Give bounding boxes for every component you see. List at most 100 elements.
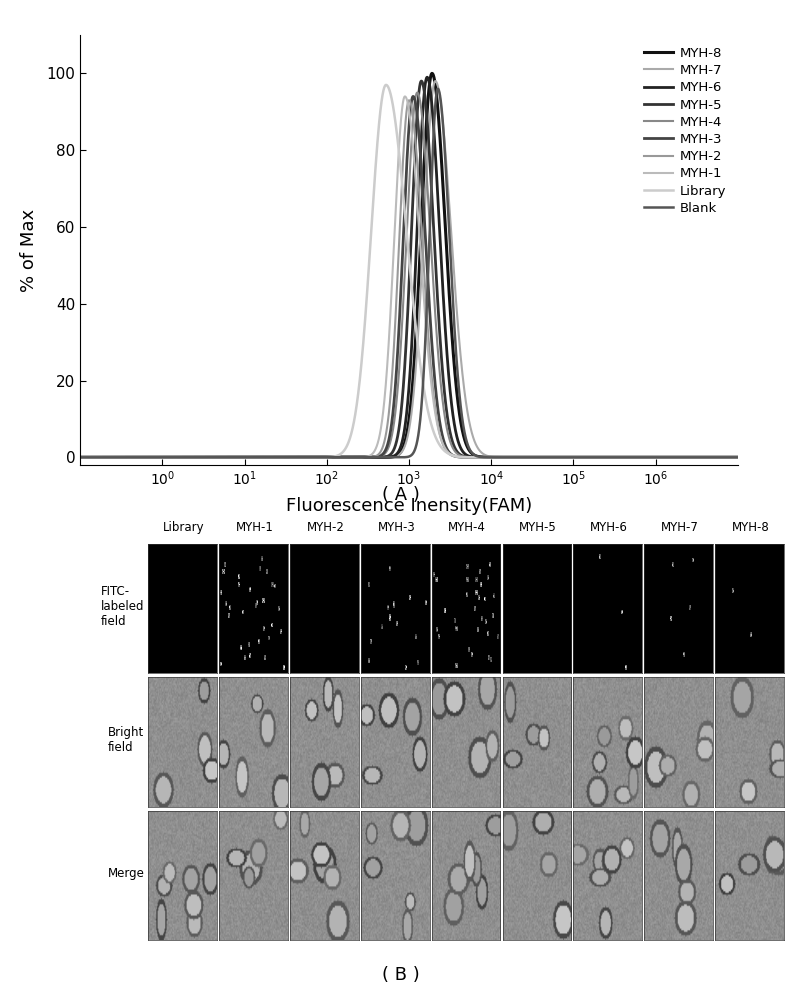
MYH-7	[168, 451, 178, 463]
Library	[34, 451, 44, 463]
MYH-3	[774, 451, 784, 463]
MYH-6	[168, 451, 178, 463]
Line: Blank: Blank	[39, 89, 779, 457]
MYH-8	[586, 451, 596, 463]
MYH-6	[34, 451, 44, 463]
Library	[168, 451, 178, 463]
Line: MYH-1: MYH-1	[39, 96, 779, 457]
Line: MYH-3: MYH-3	[39, 96, 779, 457]
Line: MYH-8: MYH-8	[39, 73, 779, 457]
MYH-6	[586, 451, 596, 463]
MYH-8	[427, 67, 437, 79]
Library	[642, 451, 652, 463]
MYH-7	[586, 451, 596, 463]
MYH-2	[34, 451, 44, 463]
MYH-3	[168, 451, 178, 463]
Text: ( B ): ( B )	[382, 966, 420, 984]
Library	[317, 451, 326, 463]
MYH-7	[431, 75, 440, 87]
Text: MYH-3: MYH-3	[378, 521, 415, 534]
MYH-2	[168, 451, 178, 463]
MYH-6	[423, 71, 432, 83]
MYH-8	[774, 451, 784, 463]
MYH-4	[642, 451, 652, 463]
Blank	[586, 451, 596, 463]
Text: MYH-1: MYH-1	[236, 521, 273, 534]
MYH-4	[478, 451, 488, 463]
MYH-1	[34, 451, 44, 463]
Library	[516, 451, 525, 463]
Library	[774, 451, 784, 463]
Text: MYH-8: MYH-8	[731, 521, 769, 534]
MYH-2	[774, 451, 784, 463]
MYH-4	[168, 451, 178, 463]
MYH-6	[317, 451, 326, 463]
MYH-3	[408, 90, 418, 102]
Text: MYH-7: MYH-7	[661, 521, 699, 534]
MYH-1	[400, 90, 410, 102]
MYH-2	[404, 94, 414, 106]
MYH-1	[516, 451, 525, 463]
Library	[381, 79, 391, 91]
MYH-8	[317, 451, 326, 463]
MYH-3	[478, 451, 488, 463]
MYH-7	[516, 451, 525, 463]
MYH-2	[317, 451, 326, 463]
Blank	[317, 451, 326, 463]
Blank	[774, 451, 784, 463]
MYH-6	[774, 451, 784, 463]
Line: MYH-7: MYH-7	[39, 81, 779, 457]
MYH-1	[478, 451, 488, 463]
Library	[586, 451, 596, 463]
MYH-4	[34, 451, 44, 463]
MYH-8	[478, 451, 488, 463]
MYH-5	[642, 451, 652, 463]
MYH-5	[34, 451, 44, 463]
Blank	[34, 451, 44, 463]
MYH-1	[586, 451, 596, 463]
MYH-8	[168, 451, 178, 463]
MYH-1	[642, 451, 652, 463]
Blank	[433, 83, 443, 95]
MYH-1	[317, 451, 326, 463]
X-axis label: Fluorescence Inensity(FAM): Fluorescence Inensity(FAM)	[286, 497, 533, 515]
Blank	[168, 451, 178, 463]
Line: MYH-5: MYH-5	[39, 81, 779, 457]
Library	[478, 451, 488, 463]
Y-axis label: % of Max: % of Max	[20, 208, 38, 292]
MYH-7	[478, 448, 488, 460]
MYH-3	[586, 451, 596, 463]
Blank	[478, 451, 488, 463]
Text: Merge: Merge	[107, 867, 144, 880]
MYH-5	[774, 451, 784, 463]
MYH-6	[516, 451, 525, 463]
Text: MYH-2: MYH-2	[306, 521, 344, 534]
Text: Library: Library	[163, 521, 205, 534]
Line: MYH-4: MYH-4	[39, 93, 779, 457]
MYH-8	[516, 451, 525, 463]
MYH-5	[516, 451, 525, 463]
Line: MYH-6: MYH-6	[39, 77, 779, 457]
Text: Bright
field: Bright field	[108, 726, 144, 754]
MYH-7	[774, 451, 784, 463]
MYH-4	[774, 451, 784, 463]
MYH-5	[168, 451, 178, 463]
MYH-6	[478, 451, 488, 463]
MYH-3	[34, 451, 44, 463]
MYH-5	[317, 451, 326, 463]
MYH-2	[516, 451, 525, 463]
MYH-2	[478, 451, 488, 463]
MYH-2	[586, 451, 596, 463]
MYH-2	[642, 451, 652, 463]
MYH-6	[642, 451, 652, 463]
Text: FITC-
labeled
field: FITC- labeled field	[101, 585, 144, 628]
Text: ( A ): ( A )	[382, 486, 420, 504]
MYH-5	[416, 75, 426, 87]
MYH-3	[317, 451, 326, 463]
Line: Library: Library	[39, 85, 779, 457]
MYH-7	[317, 451, 326, 463]
MYH-8	[34, 451, 44, 463]
MYH-8	[642, 451, 652, 463]
MYH-1	[774, 451, 784, 463]
Blank	[516, 451, 525, 463]
